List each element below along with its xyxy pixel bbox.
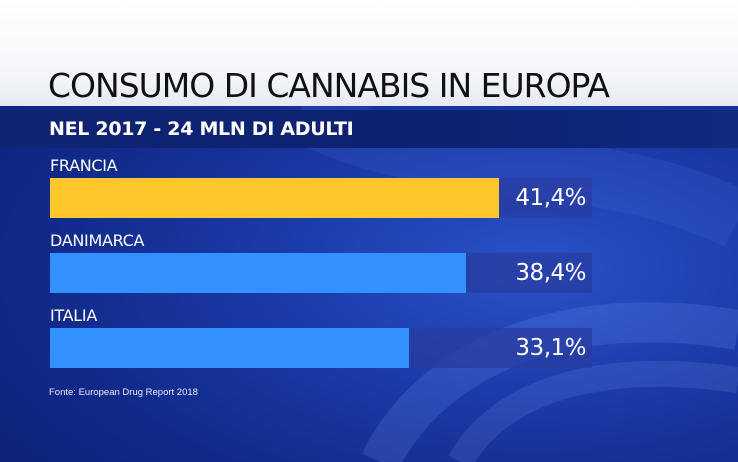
- bar-label-italia: ITALIA: [50, 306, 97, 325]
- chart-title: CONSUMO DI CANNABIS IN EUROPA: [48, 66, 610, 105]
- subtitle-band: [0, 110, 738, 148]
- bar-label-francia: FRANCIA: [50, 156, 118, 175]
- bar-francia: [50, 178, 499, 218]
- bar-label-danimarca: DANIMARCA: [50, 231, 145, 250]
- bar-value-francia: 41,4%: [515, 185, 586, 211]
- source-note: Fonte: European Drug Report 2018: [49, 387, 198, 398]
- bar-track-francia: 41,4%: [50, 178, 592, 218]
- bar-value-italia: 33,1%: [515, 335, 586, 361]
- title-band: [0, 0, 738, 106]
- chart-subtitle: NEL 2017 - 24 MLN DI ADULTI: [49, 118, 354, 140]
- bar-track-italia: 33,1%: [50, 328, 592, 368]
- bar-track-danimarca: 38,4%: [50, 253, 592, 293]
- bar-value-danimarca: 38,4%: [515, 260, 586, 286]
- bar-danimarca: [50, 253, 466, 293]
- bar-italia: [50, 328, 409, 368]
